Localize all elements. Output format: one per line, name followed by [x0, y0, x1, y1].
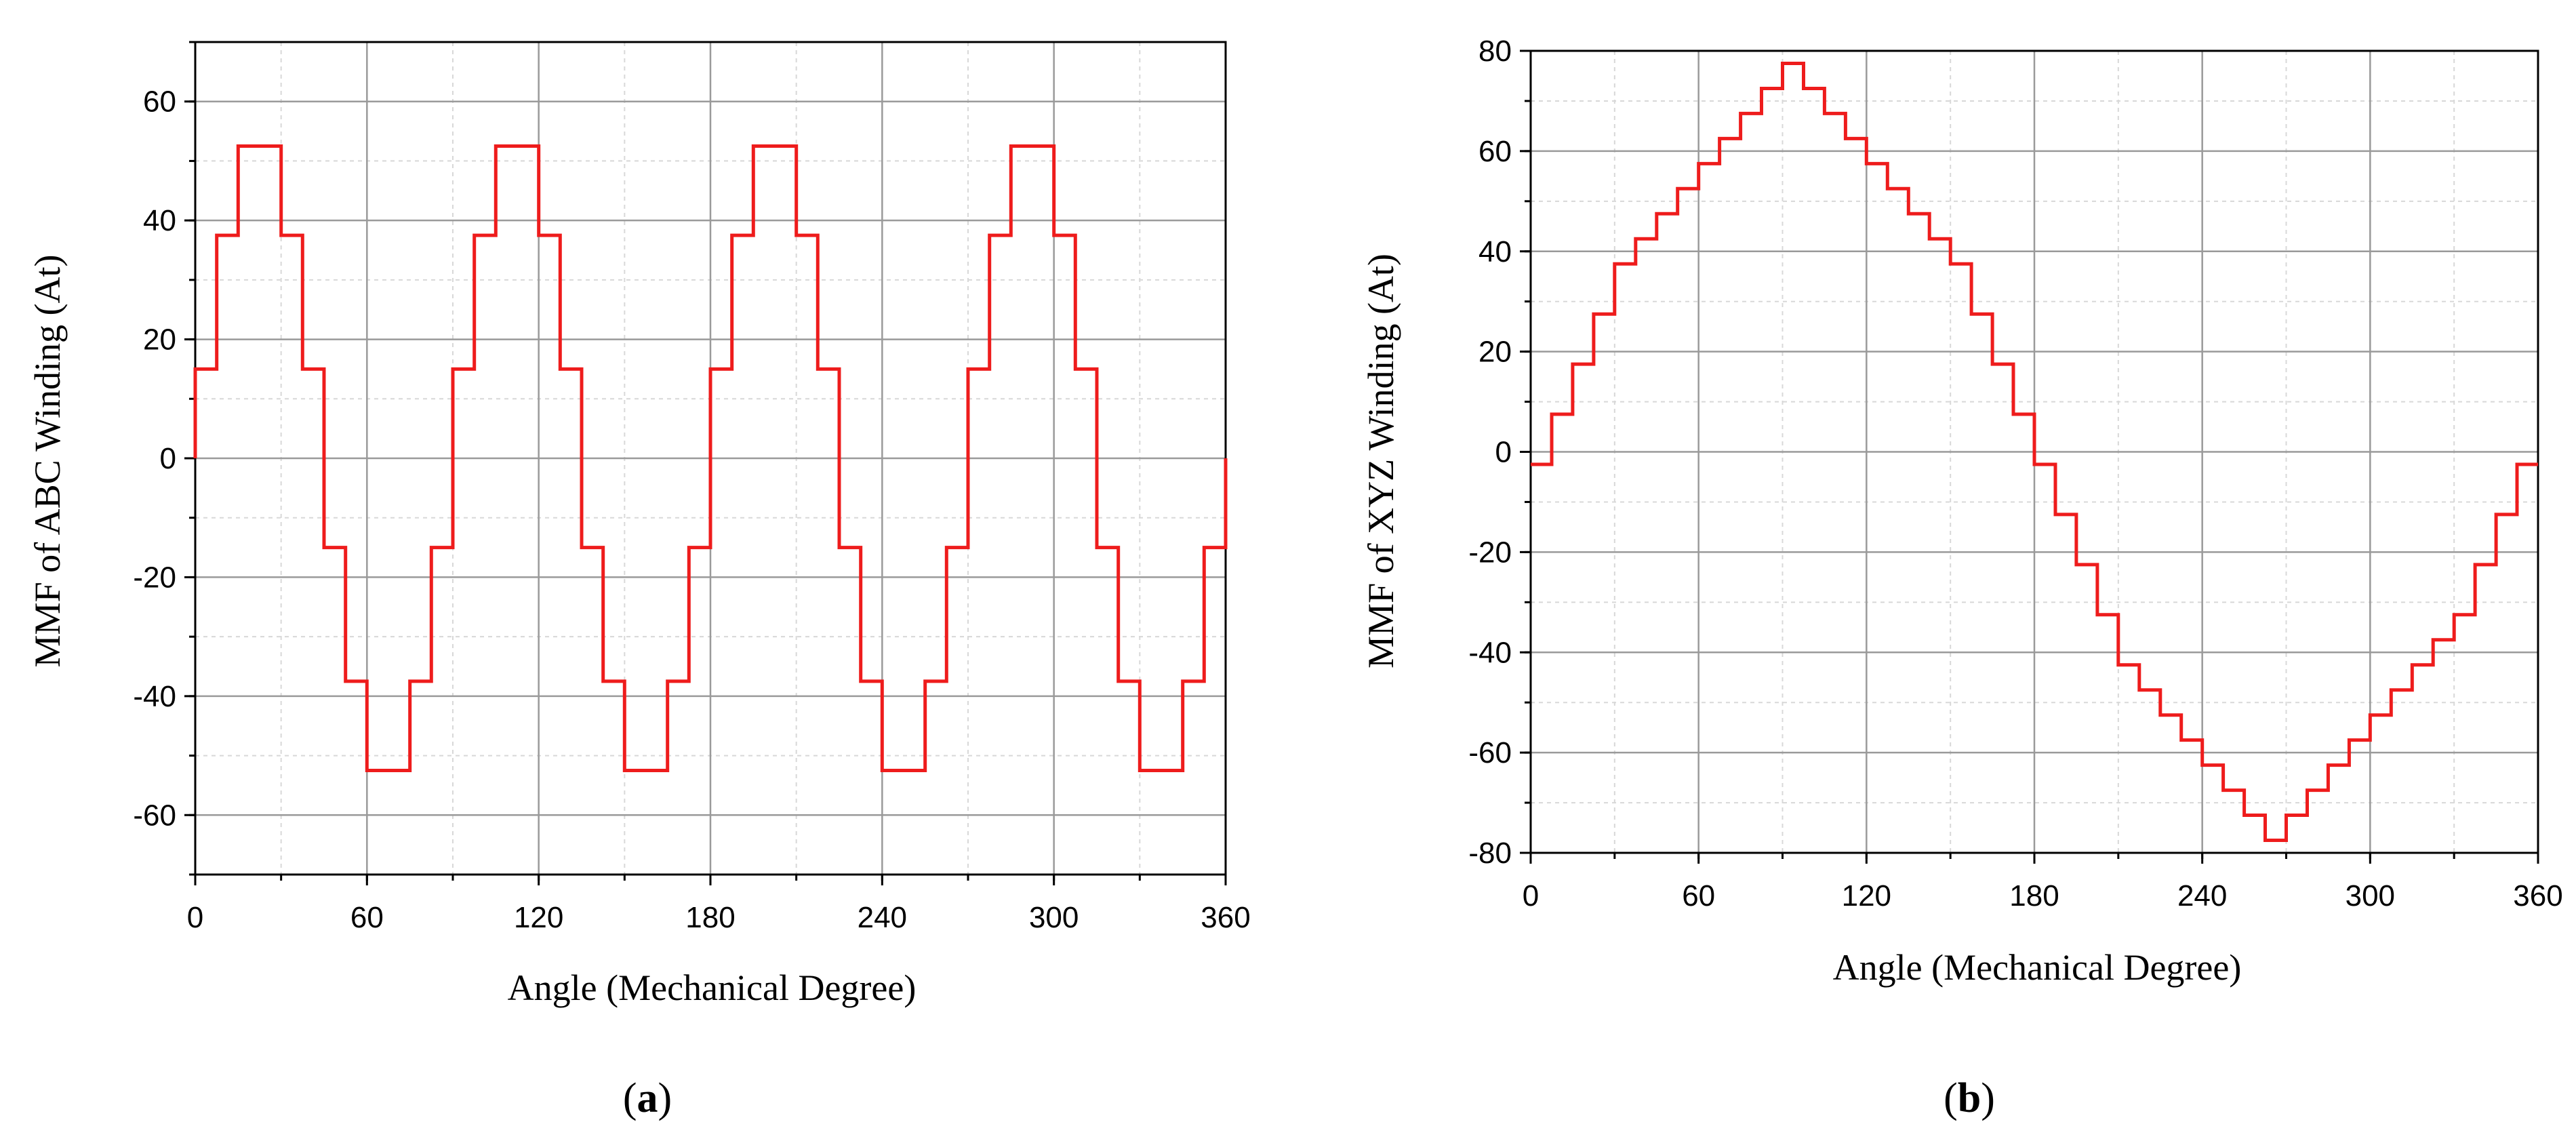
chart-a-mmf-line: [193, 144, 1228, 772]
chart-b-caption-letter: b: [1958, 1075, 1981, 1121]
chart-a: 0 60 120 180 240 300 360 60 40 20 0 -20 -40 -60 Angle…: [27, 41, 1251, 1121]
x-tick-label: 300: [2346, 879, 2395, 913]
chart-b-grid: [1531, 51, 2538, 853]
y-tick-label: 60: [1478, 135, 1512, 168]
x-tick-label: 60: [350, 901, 384, 934]
y-tick-label: 0: [1495, 436, 1512, 469]
chart-a-caption-open: (: [623, 1075, 637, 1121]
x-tick-label: 120: [514, 901, 563, 934]
y-tick-label: 20: [143, 323, 176, 357]
chart-b-ticks: [1520, 49, 2539, 864]
x-tick-label: 300: [1029, 901, 1079, 934]
chart-a-caption-close: ): [658, 1075, 672, 1121]
chart-a-x-axis-title: Angle (Mechanical Degree): [508, 967, 917, 1008]
x-tick-label: 180: [685, 901, 735, 934]
x-tick-label: 240: [2177, 879, 2227, 913]
x-tick-label: 120: [1842, 879, 1891, 913]
x-tick-label: 0: [1523, 879, 1539, 913]
y-tick-label: 40: [1478, 235, 1512, 268]
y-tick-label: -20: [133, 561, 176, 594]
y-tick-label: 0: [160, 442, 176, 475]
y-tick-label: -20: [1468, 536, 1512, 569]
y-tick-label: 80: [1478, 35, 1512, 68]
chart-b-y-axis-title: MMF of XYZ Winding (At): [1361, 254, 1401, 668]
chart-a-caption-letter: a: [637, 1075, 658, 1121]
chart-a-ticks: [184, 41, 1227, 885]
chart-b-mmf-line: [1531, 62, 2538, 842]
y-tick-label: -80: [1468, 837, 1512, 870]
chart-a-y-axis-title: MMF of ABC Winding (At): [27, 255, 68, 668]
y-tick-label: 40: [143, 204, 176, 237]
y-tick-label: -60: [1468, 736, 1512, 769]
y-tick-label: -60: [133, 799, 176, 832]
chart-b-caption: (b): [1944, 1075, 1995, 1121]
x-tick-label: 240: [858, 901, 907, 934]
chart-b-tick-labels: 0 60 120 180 240 300 360 80 60 40 20 0 -20 -40 -60 -80: [1468, 35, 2562, 913]
chart-b-x-axis-title: Angle (Mechanical Degree): [1833, 947, 2242, 988]
chart-b-caption-open: (: [1944, 1075, 1958, 1121]
x-tick-label: 360: [1201, 901, 1250, 934]
x-tick-label: 60: [1682, 879, 1715, 913]
chart-a-caption: (a): [623, 1075, 672, 1121]
y-tick-label: 20: [1478, 336, 1512, 369]
chart-b: 0 60 120 180 240 300 360806040200-20-40-60-80 …: [1361, 35, 2563, 1121]
chart-b-plot-frame: [1529, 49, 2539, 854]
x-tick-label: 0: [187, 901, 203, 934]
y-tick-label: 60: [143, 85, 176, 119]
x-tick-label: 180: [2009, 879, 2059, 913]
chart-b-caption-close: ): [1981, 1075, 1995, 1121]
y-tick-label: -40: [133, 680, 176, 713]
x-tick-label: 360: [2513, 879, 2562, 913]
chart-a-tick-labels: 0 60 120 180 240 300 360 60 40 20 0 -20 -40 -60: [133, 85, 1250, 934]
y-tick-label: -40: [1468, 636, 1512, 669]
